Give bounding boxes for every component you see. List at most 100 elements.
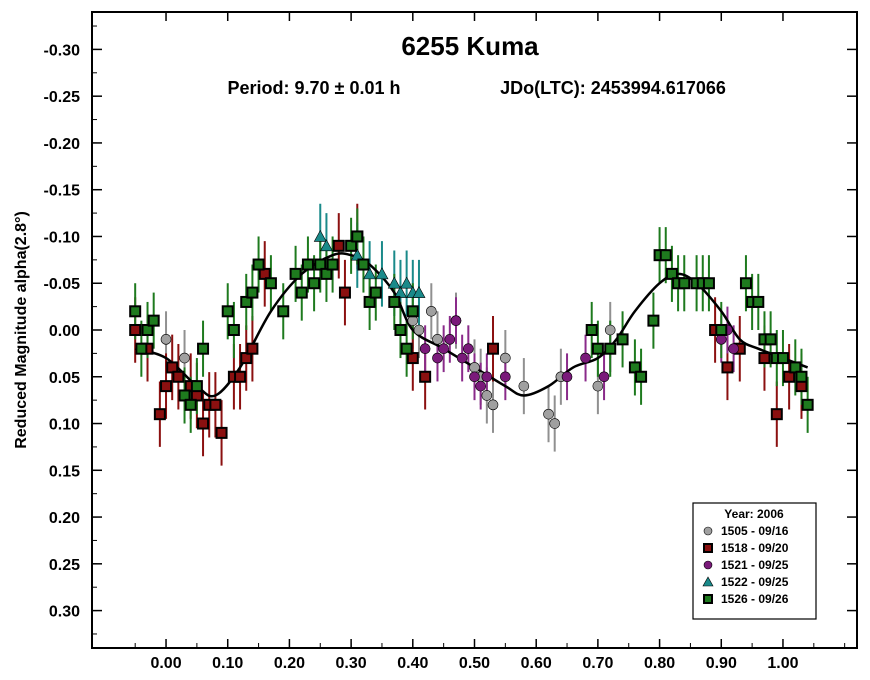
data-point [469,371,480,383]
data-point-fill [371,288,380,297]
data-point-fill [421,372,430,381]
data-point-fill [236,372,245,381]
data-point [604,324,616,336]
data-point-fill [587,326,596,334]
data-point-fill [223,307,232,316]
data-point [500,352,511,364]
data-point [179,352,190,364]
data-point [549,418,561,429]
data-point-fill [649,316,658,325]
data-point-fill [168,363,177,372]
period-label: Period: 9.70 ± 0.01 h [228,78,401,98]
data-point-fill [791,363,800,372]
data-point [426,305,437,317]
data-point-fill [489,344,498,353]
data-point-fill [606,344,615,353]
data-point-fill [310,279,319,288]
data-point-fill [704,279,713,288]
data-point-fill [199,344,208,353]
data-point-fill [162,382,171,391]
data-point-fill [698,279,707,288]
data-point [375,267,389,280]
x-tick-label: 0.70 [582,655,613,672]
legend-entry-label: 1505 - 09/16 [721,524,789,538]
legend: Year: 2006 1505 - 09/16 1518 - 09/20 1521 … [692,502,817,620]
data-point [703,526,713,536]
fit-curve-group [134,252,809,398]
y-tick-label: 0.05 [49,370,80,387]
data-point [432,352,443,364]
x-tick-label: 0.10 [212,655,243,672]
axis-ticks: 0.00 0.10 0.20 0.30 0.40 0.50 0.60 0.70 0.80 0.90… [44,12,857,672]
x-tick-label: 0.20 [274,655,305,672]
data-point-fill [408,354,417,363]
data-point-fill [347,241,356,250]
data-point-fill [248,288,257,297]
y-tick-label: 0.15 [49,463,80,480]
data-point [313,229,327,242]
legend-entry-label: 1522 - 09/25 [721,575,789,589]
data-point [487,399,499,411]
data-point-fill [254,260,263,269]
data-point [400,276,414,289]
data-point-fill [803,400,812,409]
data-point-fill [711,326,720,334]
data-point-fill [797,372,806,381]
y-tick-label: -0.05 [44,276,81,293]
data-point-fill [131,326,140,334]
x-tick-label: 0.50 [459,655,490,672]
data-point [469,362,480,373]
legend-title: Year: 2006 [724,507,784,521]
data-point-fill [186,400,195,409]
y-tick-label: -0.25 [44,89,81,106]
data-point-fill [322,269,331,278]
data-point [444,334,456,345]
legend-entry-label: 1518 - 09/20 [721,541,789,555]
data-point-fill [705,545,711,551]
data-point-fill [637,372,646,381]
data-point-fill [143,344,152,353]
data-point-fill [180,391,189,400]
data-point [463,343,474,355]
data-point-fill [402,344,411,353]
legend-entry-label: 1526 - 09/26 [721,592,789,606]
chart-title: 6255 Kuma [401,31,539,61]
data-point-fill [741,279,750,288]
data-point-fill [248,344,257,353]
x-tick-label: 1.00 [767,655,798,672]
data-point [438,343,449,355]
data-point-fill [630,363,639,372]
data-point [413,324,425,336]
data-point-fill [297,288,306,297]
data-point [350,248,364,261]
data-point-fill [260,269,269,278]
data-point-fill [717,326,726,334]
data-point-fill [661,251,670,260]
data-point [481,371,493,383]
data-point-fill [186,382,195,391]
data-point [598,371,610,383]
data-point-fill [279,307,288,316]
y-tick-label: 0.25 [49,557,80,574]
data-point [481,390,493,401]
data-point-fill [328,260,337,269]
data-point [419,343,431,355]
data-point-fill [353,232,362,241]
data-point-fill [303,260,312,269]
data-point-fill [242,297,251,306]
data-point-fill [593,344,602,353]
data-point-fill [199,419,208,428]
x-tick-label: 0.60 [521,655,552,672]
data-point [703,560,713,570]
data-point-fill [192,382,201,391]
x-tick-label: 0.90 [706,655,737,672]
data-point-fill [217,428,226,437]
data-point [160,334,172,345]
data-point-fill [760,354,769,363]
data-point-fill [692,279,701,288]
legend-entry-label: 1521 - 09/25 [721,558,789,572]
data-point [580,352,591,364]
data-point-fill [192,391,201,400]
data-point-fill [149,316,158,325]
data-point-fill [735,344,744,353]
